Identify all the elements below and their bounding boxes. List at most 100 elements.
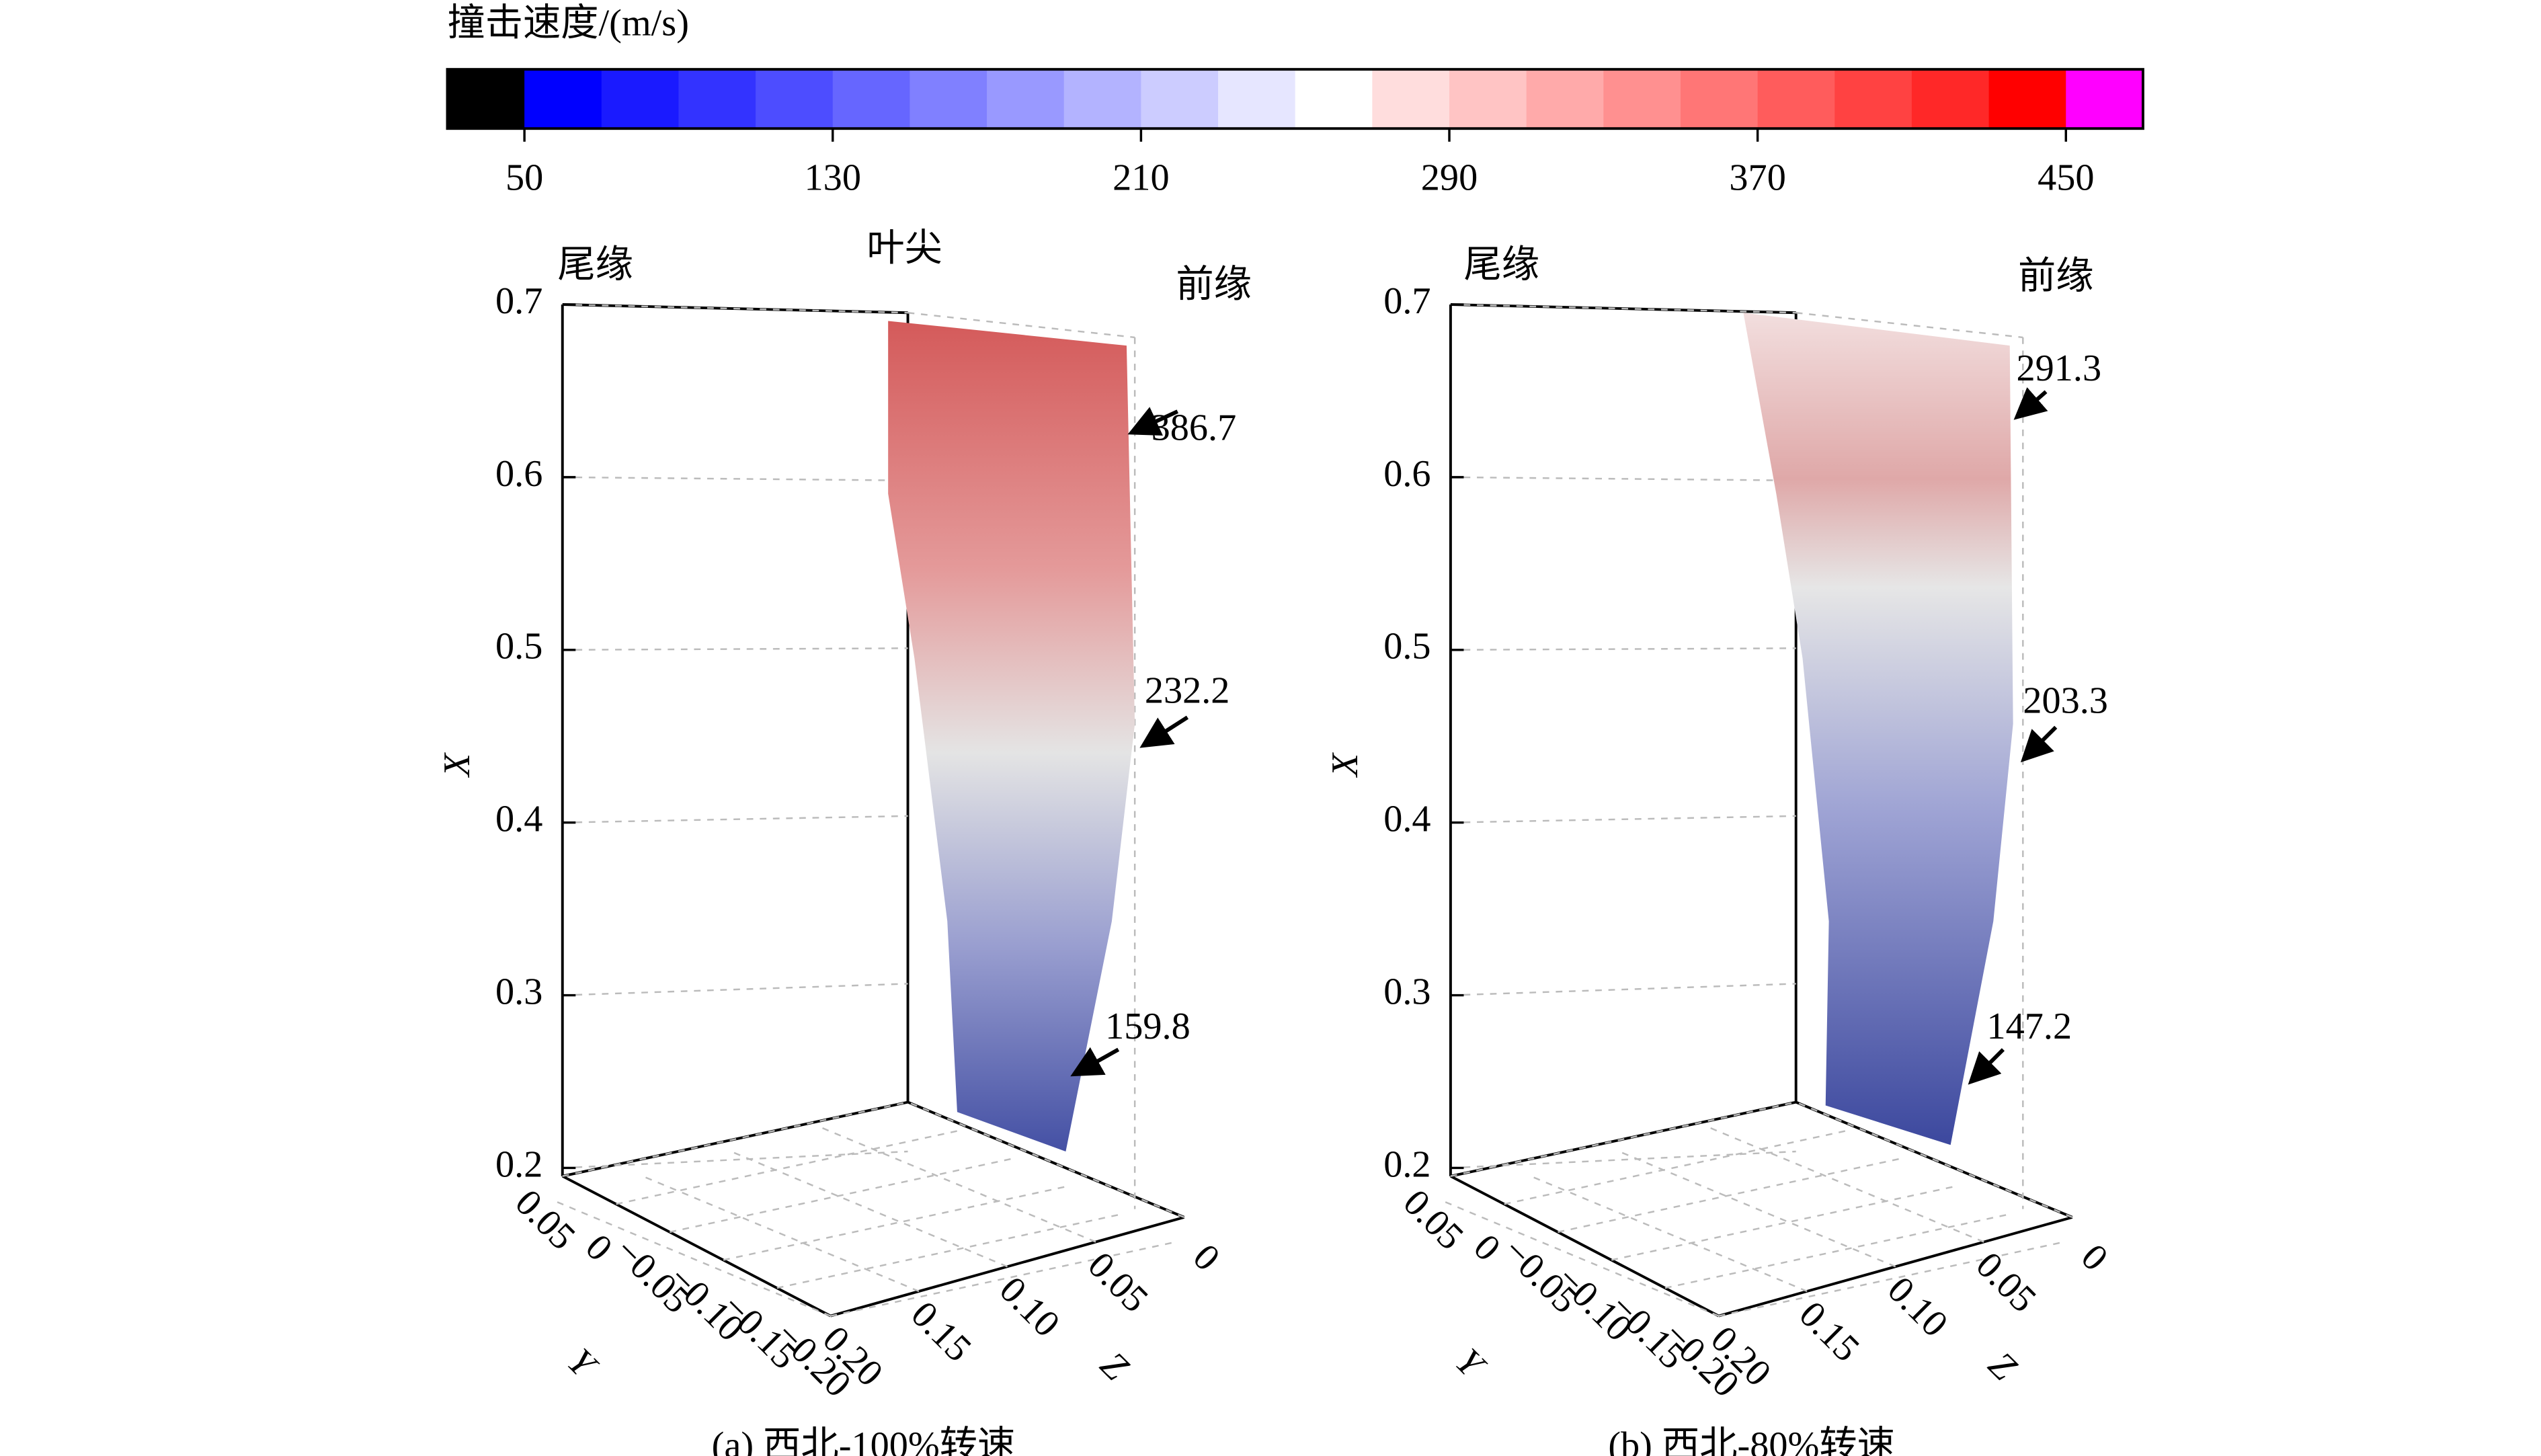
x-grid-line (562, 303, 908, 314)
annotation: 291.3 (2017, 348, 2102, 389)
z-grid-line (1530, 1175, 1808, 1293)
x-tick-label: 0.2 (1383, 1143, 1430, 1185)
colorbar-segment (1449, 69, 1527, 129)
x-tick-label: 0.5 (1383, 626, 1430, 668)
z-tick-label: 0 (2073, 1236, 2116, 1279)
annotation: 386.7 (1152, 407, 1237, 448)
x-tick-label: 0.7 (1383, 280, 1430, 322)
corner-label: 尾缘 (557, 244, 633, 286)
x-grid-line (562, 476, 908, 482)
y-grid-line (776, 1213, 1123, 1289)
colorbar-segment (1680, 69, 1759, 129)
colorbar-segment (1295, 69, 1373, 129)
z-tick-label: 0.05 (1968, 1244, 2044, 1320)
y-grid-line (830, 1241, 1176, 1317)
caption: (a) 西北-100%转速 (712, 1425, 1016, 1456)
y-grid-line (1450, 1101, 1796, 1177)
x-grid-line (1450, 983, 1796, 996)
annotation: 159.8 (1105, 1006, 1191, 1047)
x-grid-line (562, 647, 908, 651)
colorbar-title: 撞击速度/(m/s) (447, 2, 688, 44)
z-tick-label: 0 (1185, 1236, 1228, 1279)
z-tick-label: 0.15 (903, 1293, 979, 1369)
z-grid-line (908, 1101, 1185, 1218)
colorbar-tick-label: 50 (506, 157, 543, 198)
x-grid-line (1450, 815, 1796, 823)
colorbar-segment (447, 69, 525, 129)
y-axis-label: Y (559, 1340, 606, 1387)
colorbar-segment (1834, 69, 1912, 129)
y-tick-label: 0.05 (1395, 1182, 1471, 1258)
colorbar-segment (910, 69, 987, 129)
x-tick-label: 0.3 (495, 971, 542, 1012)
x-grid-line (562, 1150, 908, 1169)
x-grid-line (562, 983, 908, 996)
corner-label: 尾缘 (1463, 244, 1539, 286)
corner-label: 前缘 (2018, 255, 2094, 297)
y-grid-line (616, 1129, 962, 1205)
y-grid-line (1504, 1129, 1850, 1205)
colorbar-segment (601, 69, 680, 129)
z-grid-line (1442, 1200, 1720, 1317)
axis-line (561, 1174, 832, 1318)
x-tick-label: 0.3 (1383, 971, 1430, 1012)
x-tick-label: 0.5 (495, 626, 542, 668)
corner-label: 叶尖 (866, 228, 942, 270)
y-grid-line (1664, 1213, 2011, 1289)
x-tick-label: 0.4 (495, 799, 542, 840)
colorbar-frame (446, 68, 2144, 130)
y-grid-line (1558, 1157, 1904, 1233)
caption: (b) 西北-80%转速 (1608, 1425, 1895, 1456)
z-axis-label: Z (1092, 1344, 1137, 1388)
colorbar-tick-label: 210 (1113, 157, 1169, 198)
colorbar-tick-label: 450 (2038, 157, 2094, 198)
y-grid-line (670, 1157, 1016, 1233)
colorbar-segment (678, 69, 756, 129)
z-tick-label: 0.10 (1880, 1269, 1955, 1345)
x-axis-label: X (1324, 752, 1366, 778)
x-tick-label: 0.6 (1383, 453, 1430, 495)
corner-label: 前缘 (1176, 264, 1252, 305)
y-grid-line (1718, 1241, 2064, 1317)
annotation: 147.2 (1986, 1006, 2072, 1047)
x-grid-line (562, 815, 908, 823)
z-tick-label: 0.10 (992, 1269, 1067, 1345)
x-tick-label: 0.7 (495, 280, 542, 322)
grid-line (1796, 312, 2023, 339)
axis-line (1449, 1174, 1720, 1318)
colorbar-segment (1141, 69, 1219, 129)
annotation-arrow (1127, 407, 1178, 436)
colorbar-segment (1603, 69, 1681, 129)
blade-surface (888, 321, 1135, 1151)
colorbar-segment (2066, 69, 2144, 129)
z-grid-line (819, 1126, 1096, 1243)
y-grid-line (562, 1101, 908, 1177)
colorbar-segment (1372, 69, 1450, 129)
z-grid-line (1619, 1150, 1896, 1268)
colorbar-segment (756, 69, 834, 129)
z-grid-line (1707, 1126, 1984, 1243)
colorbar-segment (1526, 69, 1605, 129)
x-grid-line (1450, 303, 1796, 314)
colorbar-tick-label: 370 (1729, 157, 1785, 198)
colorbar-segment (832, 69, 911, 129)
blade-surface (1743, 313, 2013, 1145)
z-grid-line (554, 1200, 832, 1317)
colorbar-segment (1988, 69, 2066, 129)
colorbar-segment (1218, 69, 1296, 129)
x-grid-line (1450, 476, 1796, 482)
x-tick-label: 0.6 (495, 453, 542, 495)
y-grid-line (1611, 1185, 1958, 1261)
annotation: 203.3 (2023, 680, 2108, 721)
z-grid-line (642, 1175, 920, 1293)
annotation-arrow (1968, 1048, 2005, 1085)
y-grid-line (723, 1185, 1070, 1261)
x-axis-label: X (436, 752, 478, 778)
annotation-arrow (2013, 387, 2048, 420)
z-tick-label: 0.15 (1791, 1293, 1867, 1369)
colorbar-segment (1757, 69, 1836, 129)
colorbar-tick-label: 290 (1421, 157, 1478, 198)
x-tick-label: 0.4 (1383, 799, 1430, 840)
